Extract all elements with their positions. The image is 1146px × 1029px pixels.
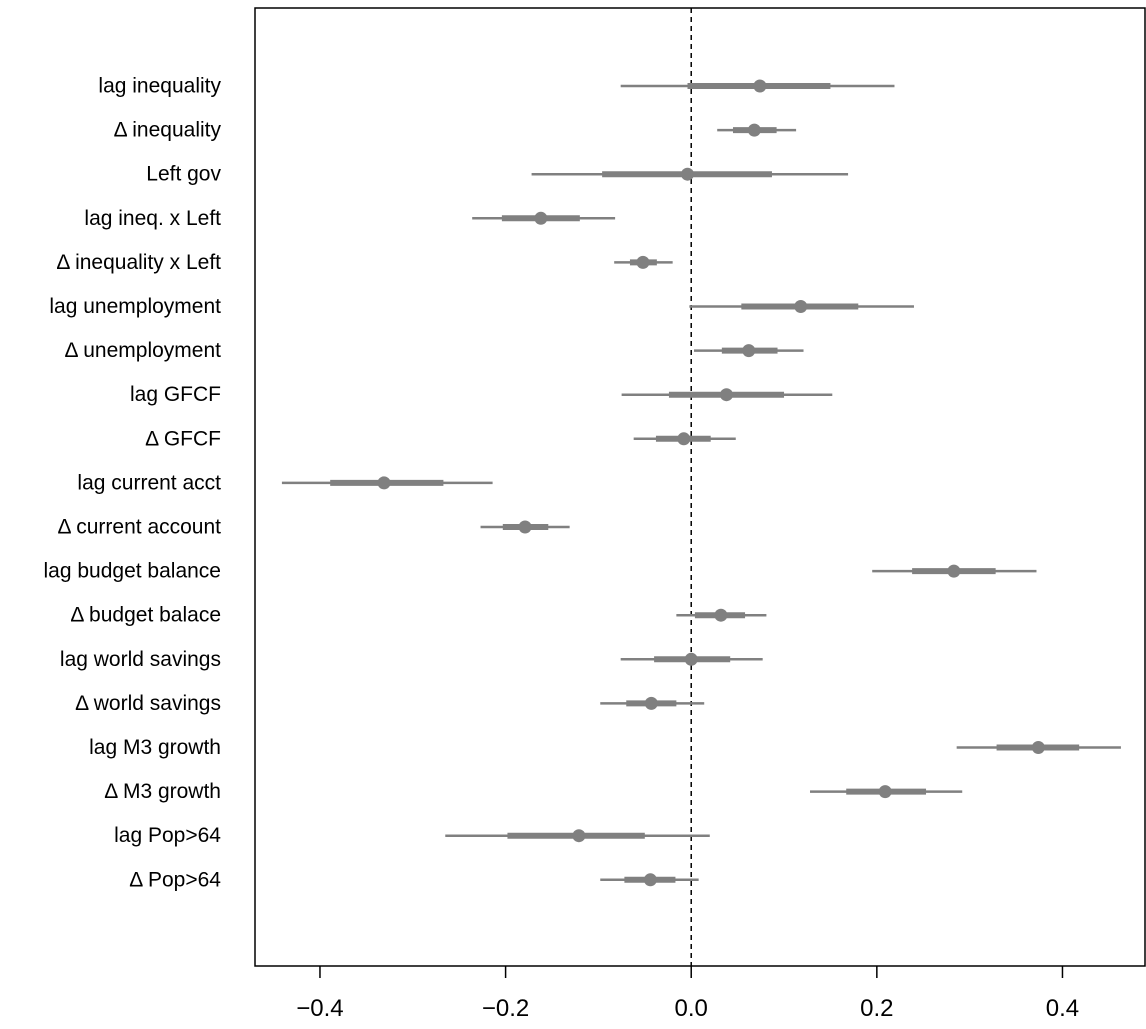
category-label: Δ unemployment xyxy=(65,339,222,362)
coefficient-row xyxy=(717,123,797,137)
plot-frame xyxy=(254,7,1146,967)
point-estimate xyxy=(677,432,691,446)
category-label: Left gov xyxy=(146,163,221,186)
x-tick-label: −0.4 xyxy=(296,995,343,1022)
coefficient-row xyxy=(480,520,570,534)
coefficient-row xyxy=(810,785,963,799)
point-estimate xyxy=(534,211,548,225)
category-label: lag M3 growth xyxy=(89,736,221,759)
category-label: lag world savings xyxy=(60,648,221,671)
point-estimate xyxy=(572,829,586,843)
coefficient-row xyxy=(531,167,849,181)
coefficient-row xyxy=(689,300,914,313)
category-label: Δ M3 growth xyxy=(104,780,221,803)
category-label: lag budget balance xyxy=(44,560,222,583)
coefficient-row xyxy=(614,255,673,269)
point-estimate xyxy=(518,520,532,534)
point-estimate xyxy=(753,79,767,93)
point-estimate xyxy=(714,608,728,622)
x-axis: −0.4 −0.2 0.0 0.2 0.4 xyxy=(296,966,1079,1022)
category-label: lag unemployment xyxy=(49,295,221,318)
point-estimate xyxy=(878,785,892,799)
coefficient-row xyxy=(620,652,763,666)
category-labels: lag inequality Δ inequality Left gov lag in… xyxy=(44,75,222,892)
coefficient-row xyxy=(956,741,1121,754)
category-label: Δ Pop>64 xyxy=(129,868,221,891)
point-estimate xyxy=(747,123,761,137)
coefficient-row xyxy=(600,696,705,710)
point-estimate xyxy=(719,388,733,402)
point-estimate xyxy=(644,696,658,710)
point-estimate xyxy=(684,652,698,666)
coefficient-row xyxy=(600,873,699,887)
coefficient-row xyxy=(676,608,767,622)
x-tick-label: 0.2 xyxy=(860,995,893,1022)
coefficient-row xyxy=(620,79,895,93)
point-estimate xyxy=(1031,741,1045,754)
point-estimate xyxy=(947,564,961,578)
category-label: Δ budget balace xyxy=(70,604,221,627)
point-estimate xyxy=(377,476,391,490)
category-label: lag GFCF xyxy=(130,383,221,406)
coefficient-row xyxy=(445,829,710,843)
coefficient-row xyxy=(281,476,493,490)
point-estimate xyxy=(636,255,650,269)
coefficient-row xyxy=(621,388,833,402)
coefficient-row xyxy=(872,564,1037,578)
category-label: Δ current account xyxy=(58,516,222,539)
coefficient-row xyxy=(694,344,804,358)
coefficient-row xyxy=(472,211,616,225)
coefficient-row xyxy=(633,432,736,446)
point-estimate xyxy=(742,344,756,358)
x-tick-label: 0.0 xyxy=(675,995,708,1022)
category-label: Δ inequality xyxy=(114,119,222,142)
point-estimate xyxy=(681,167,695,181)
x-tick-label: −0.2 xyxy=(482,995,529,1022)
category-label: Δ inequality x Left xyxy=(56,251,221,274)
category-label: lag inequality xyxy=(98,75,221,98)
coefficient-marks xyxy=(281,79,1121,887)
category-label: lag current acct xyxy=(77,471,221,494)
category-label: Δ GFCF xyxy=(145,427,221,450)
category-label: lag ineq. x Left xyxy=(84,207,221,230)
category-label: lag Pop>64 xyxy=(114,824,221,847)
point-estimate xyxy=(643,873,657,887)
x-tick-label: 0.4 xyxy=(1046,995,1079,1022)
point-estimate xyxy=(794,300,808,313)
category-label: Δ world savings xyxy=(75,692,221,715)
